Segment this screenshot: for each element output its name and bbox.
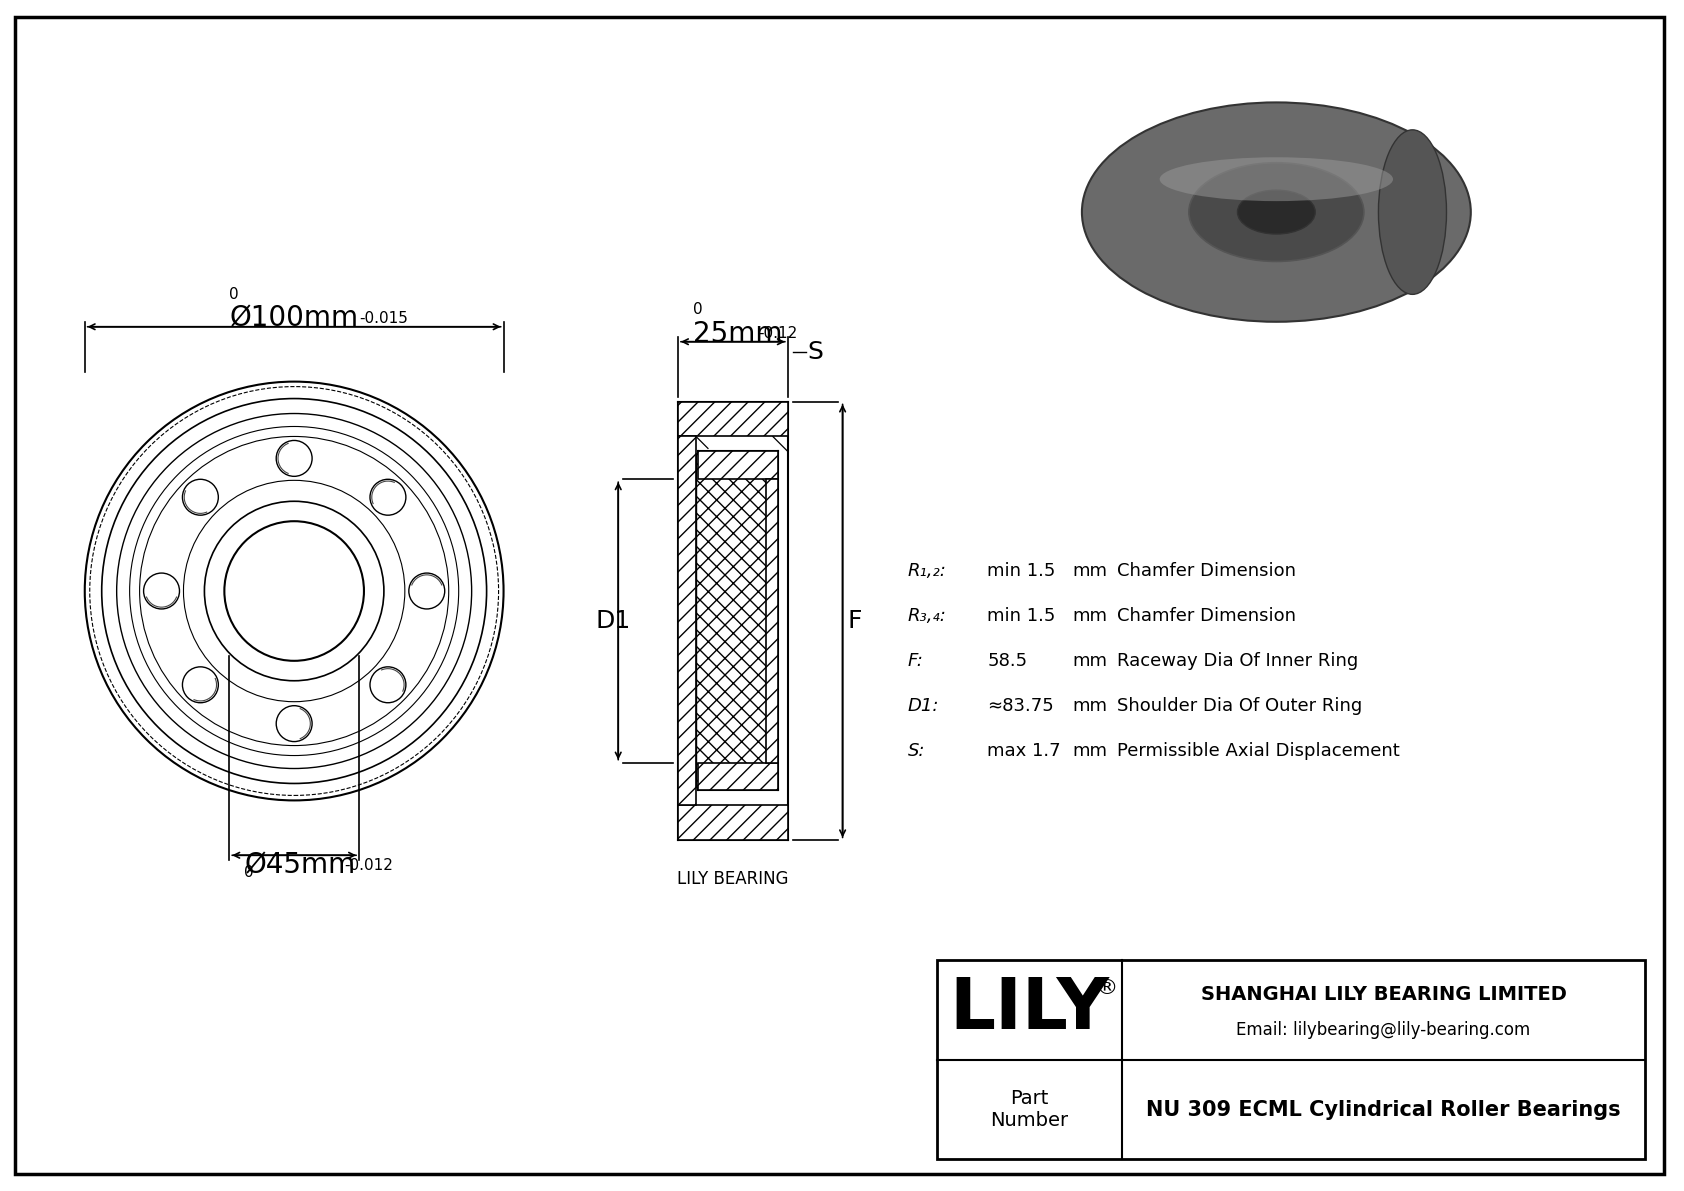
- Bar: [695, 455, 773, 787]
- Text: -0.015: -0.015: [359, 311, 408, 326]
- Bar: [766, 479, 778, 762]
- Text: ≈83.75: ≈83.75: [987, 697, 1054, 715]
- Ellipse shape: [1379, 130, 1447, 294]
- Text: 58.5: 58.5: [987, 651, 1027, 669]
- Text: ®: ®: [1096, 978, 1118, 998]
- Text: 0: 0: [694, 301, 702, 317]
- Text: mm: mm: [1073, 651, 1106, 669]
- Text: max 1.7: max 1.7: [987, 742, 1061, 760]
- Text: -0.012: -0.012: [344, 858, 392, 873]
- Bar: [697, 762, 778, 791]
- Ellipse shape: [1081, 102, 1470, 322]
- Text: Permissible Axial Displacement: Permissible Axial Displacement: [1116, 742, 1399, 760]
- Text: R₃: R₃: [680, 746, 695, 760]
- Text: D1:: D1:: [908, 697, 940, 715]
- Bar: [679, 805, 788, 841]
- Text: min 1.5: min 1.5: [987, 607, 1056, 625]
- Ellipse shape: [1160, 157, 1393, 201]
- Text: Chamfer Dimension: Chamfer Dimension: [1116, 562, 1295, 580]
- Text: R₄: R₄: [697, 767, 714, 781]
- Text: 25mm: 25mm: [694, 319, 783, 348]
- Text: Shoulder Dia Of Outer Ring: Shoulder Dia Of Outer Ring: [1116, 697, 1362, 715]
- Bar: [938, 960, 1645, 1159]
- Text: S:: S:: [908, 742, 925, 760]
- Text: R₁: R₁: [743, 412, 758, 426]
- Text: F: F: [847, 609, 862, 632]
- Text: SHANGHAI LILY BEARING LIMITED: SHANGHAI LILY BEARING LIMITED: [1201, 985, 1566, 1004]
- Text: R₂: R₂: [707, 412, 722, 426]
- Text: NU 309 ECML Cylindrical Roller Bearings: NU 309 ECML Cylindrical Roller Bearings: [1147, 1099, 1622, 1120]
- Text: Chamfer Dimension: Chamfer Dimension: [1116, 607, 1295, 625]
- Text: mm: mm: [1073, 697, 1106, 715]
- Text: F:: F:: [908, 651, 923, 669]
- Bar: [679, 436, 695, 805]
- Text: min 1.5: min 1.5: [987, 562, 1056, 580]
- Bar: [697, 451, 778, 479]
- Text: Raceway Dia Of Inner Ring: Raceway Dia Of Inner Ring: [1116, 651, 1357, 669]
- Text: Email: lilybearing@lily-bearing.com: Email: lilybearing@lily-bearing.com: [1236, 1021, 1531, 1039]
- Text: 0: 0: [244, 865, 254, 880]
- Text: Part
Number: Part Number: [990, 1089, 1068, 1130]
- Text: -0.12: -0.12: [758, 326, 797, 342]
- Bar: [679, 401, 788, 436]
- Text: S: S: [808, 339, 823, 363]
- Text: LILY: LILY: [950, 975, 1110, 1045]
- Ellipse shape: [1189, 163, 1364, 262]
- Text: Ø100mm: Ø100mm: [229, 305, 359, 332]
- Text: LILY BEARING: LILY BEARING: [677, 871, 788, 888]
- Text: D1: D1: [596, 609, 632, 632]
- Text: mm: mm: [1073, 562, 1106, 580]
- Text: R₃,₄:: R₃,₄:: [908, 607, 946, 625]
- Text: mm: mm: [1073, 607, 1106, 625]
- Text: R₁,₂:: R₁,₂:: [908, 562, 946, 580]
- Text: 0: 0: [229, 287, 239, 301]
- Text: Ø45mm: Ø45mm: [244, 852, 355, 879]
- Ellipse shape: [1238, 191, 1315, 235]
- Text: mm: mm: [1073, 742, 1106, 760]
